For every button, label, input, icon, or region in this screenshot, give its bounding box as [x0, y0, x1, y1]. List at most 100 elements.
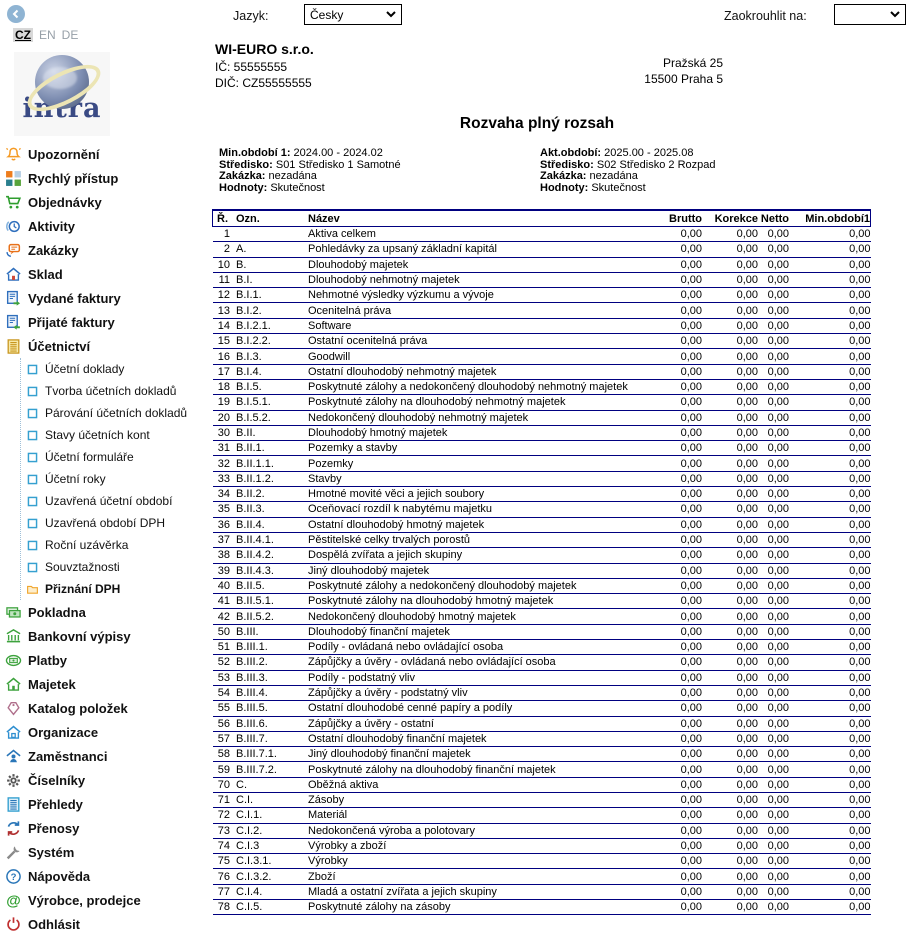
report-param: Hodnoty: Skutečnost [540, 182, 715, 195]
company-dic: DIČ: CZ55555555 [215, 76, 312, 90]
sidebar-item-label: Zaměstnanci [28, 748, 108, 764]
report-param: Zakázka: nezadána [219, 170, 401, 183]
netto-cell: 0,00 [758, 425, 789, 442]
sidebar-item-pokladna[interactable]: Pokladna [5, 600, 209, 624]
designation-cell: C.I.3.2. [232, 868, 305, 885]
sidebar-item-objednavky[interactable]: Objednávky [5, 190, 209, 214]
language-select[interactable]: Česky [304, 4, 402, 25]
sidebar-item-label: Upozornění [28, 146, 100, 162]
netto-cell: 0,00 [758, 578, 789, 595]
sidebar-item-label: Přehledy [28, 796, 83, 812]
table-row: 17 B.I.4. Ostatní dlouhodobý nehmotný maje… [212, 364, 871, 380]
report-param: Akt.období: 2025.00 - 2025.08 [540, 147, 715, 160]
name-cell: Oběžná aktiva [305, 777, 640, 793]
sidebar-item-prijate-faktury[interactable]: Přijaté faktury [5, 310, 209, 334]
sidebar-item-uzavrena-obdobi-dph[interactable]: Uzavřená období DPH [26, 512, 209, 534]
netto-cell: 0,00 [758, 700, 789, 717]
min-period-cell: 0,00 [789, 241, 871, 258]
report-param: Hodnoty: Skutečnost [219, 182, 401, 195]
round-select[interactable] [834, 4, 906, 25]
min-period-cell: 0,00 [789, 578, 871, 595]
sidebar-item-prenosy[interactable]: Přenosy [5, 816, 209, 840]
sidebar-item-ucetnictvi[interactable]: Účetnictví [5, 334, 209, 358]
sidebar-item-rocni-uzaverka[interactable]: Roční uzávěrka [26, 534, 209, 556]
min-period-cell: 0,00 [789, 425, 871, 442]
sidebar-item-ciselniky[interactable]: Číselníky [5, 768, 209, 792]
designation-cell: B.III.2. [232, 654, 305, 671]
sidebar-item-odhlasit[interactable]: Odhlásit [5, 912, 209, 936]
brutto-cell: 0,00 [640, 777, 702, 793]
netto-cell: 0,00 [758, 394, 789, 411]
sidebar-item-vydane-faktury[interactable]: Vydané faktury [5, 286, 209, 310]
sidebar-item-ucetni-roky[interactable]: Účetní roky [26, 468, 209, 490]
param-label: Zakázka: [540, 170, 587, 183]
brutto-cell: 0,00 [640, 807, 702, 824]
language-link-cz[interactable]: CZ [13, 28, 33, 42]
sidebar-item-label: Účetnictví [28, 338, 91, 354]
sidebar-item-platby[interactable]: Platby [5, 648, 209, 672]
brutto-cell: 0,00 [640, 394, 702, 411]
sidebar-item-uzavrena-ucetni-obdobi[interactable]: Uzavřená účetní období [26, 490, 209, 512]
min-period-cell: 0,00 [789, 318, 871, 335]
back-button[interactable] [7, 5, 25, 23]
min-period-cell: 0,00 [789, 777, 871, 793]
netto-cell: 0,00 [758, 731, 789, 748]
sidebar-item-sklad[interactable]: Sklad [5, 262, 209, 286]
sidebar-item-vyrobce-prodejce[interactable]: @ Výrobce, prodejce [5, 888, 209, 912]
netto-cell: 0,00 [758, 287, 789, 304]
korekce-cell: 0,00 [702, 379, 758, 396]
row-number-cell: 38 [212, 547, 232, 564]
min-period-cell: 0,00 [789, 654, 871, 671]
sidebar-item-label: Systém [28, 844, 75, 860]
sidebar-item-rychly-pristup[interactable]: Rychlý přístup [5, 166, 209, 190]
min-period-cell: 0,00 [789, 226, 871, 243]
sidebar-item-majetek[interactable]: Majetek [5, 672, 209, 696]
korekce-cell: 0,00 [702, 578, 758, 595]
sidebar-item-ucetni-doklady[interactable]: Účetní doklady [26, 358, 209, 380]
param-label: Středisko: [540, 158, 594, 171]
netto-cell: 0,00 [758, 593, 789, 610]
sidebar-item-upozorneni[interactable]: Upozornění [5, 142, 209, 166]
sidebar-item-parovani-ucetnich-dokladu[interactable]: Párování účetních dokladů [26, 402, 209, 424]
name-cell: Dlouhodobý nehmotný majetek [305, 272, 640, 289]
language-link-en[interactable]: EN [39, 28, 56, 42]
min-period-cell: 0,00 [789, 547, 871, 564]
designation-cell: B.I.5.1. [232, 394, 305, 411]
sidebar-item-aktivity[interactable]: Aktivity [5, 214, 209, 238]
row-number-cell: 58 [212, 746, 232, 763]
sidebar-item-zakazky[interactable]: Zakázky [5, 238, 209, 262]
name-cell: Zápůjčky a úvěry - ostatní [305, 716, 640, 732]
korekce-cell: 0,00 [702, 318, 758, 335]
sidebar-item-napoveda[interactable]: ? Nápověda [5, 864, 209, 888]
netto-cell: 0,00 [758, 532, 789, 549]
sidebar-item-zamestnanci[interactable]: Zaměstnanci [5, 744, 209, 768]
row-number-cell: 31 [212, 440, 232, 457]
sidebar-item-organizace[interactable]: Organizace [5, 720, 209, 744]
netto-cell: 0,00 [758, 608, 789, 625]
app-logo[interactable]: intra [14, 52, 110, 136]
min-period-cell: 0,00 [789, 746, 871, 763]
sidebar-item-souvztaznosti[interactable]: Souvztažnosti [26, 556, 209, 578]
min-period-cell: 0,00 [789, 287, 871, 304]
netto-cell: 0,00 [758, 501, 789, 518]
sidebar-item-katalog-polozek[interactable]: Katalog položek [5, 696, 209, 720]
sidebar-item-bankovni-vypisy[interactable]: Bankovní výpisy [5, 624, 209, 648]
language-link-de[interactable]: DE [61, 28, 79, 42]
row-number-cell: 75 [212, 853, 232, 870]
sidebar-item-system[interactable]: Systém [5, 840, 209, 864]
sidebar-item-priznani-dph[interactable]: Přiznání DPH [26, 578, 209, 600]
report-param: Středisko: S02 Středisko 2 Rozpad [540, 158, 715, 172]
min-period-cell: 0,00 [789, 700, 871, 717]
sidebar-item-stavy-ucetnich-kont[interactable]: Stavy účetních kont [26, 424, 209, 446]
min-period-cell: 0,00 [789, 455, 871, 472]
netto-cell: 0,00 [758, 348, 789, 365]
row-number-cell: 10 [212, 257, 232, 273]
sidebar-item-tvorba-ucetnich-dokladu[interactable]: Tvorba účetních dokladů [26, 380, 209, 402]
param-value: S01 Středisko 1 Samotné [272, 158, 401, 171]
sidebar-item-prehledy[interactable]: Přehledy [5, 792, 209, 816]
korekce-cell: 0,00 [702, 624, 758, 641]
netto-cell: 0,00 [758, 241, 789, 258]
korekce-cell: 0,00 [702, 761, 758, 778]
table-row: 73 C.I.2. Nedokončená výroba a polotovary 0… [212, 823, 871, 839]
sidebar-item-ucetni-formulare[interactable]: Účetní formuláře [26, 446, 209, 468]
